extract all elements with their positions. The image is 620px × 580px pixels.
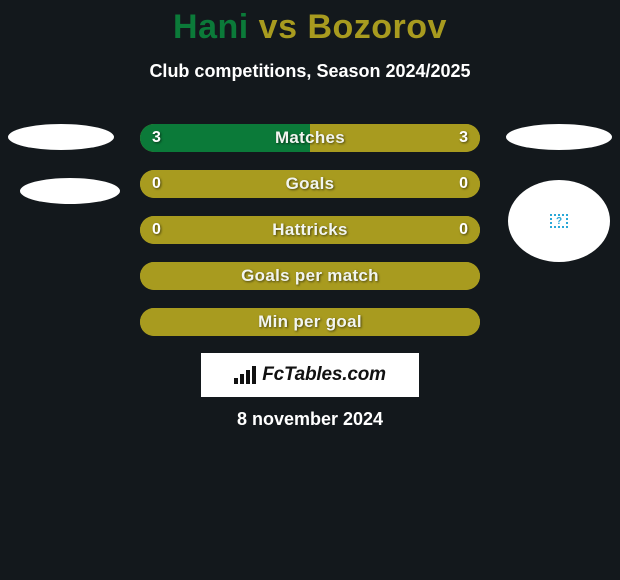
brand-text: FcTables.com xyxy=(262,364,386,386)
stat-row: Goals0 0 xyxy=(140,170,480,198)
brand-badge: FcTables.com xyxy=(201,353,419,397)
stat-value-right: 0 xyxy=(447,216,480,244)
title-left: Hani xyxy=(173,8,249,46)
stat-row: Min per goal xyxy=(140,308,480,336)
stat-label: Hattricks xyxy=(140,216,480,244)
player-left-avatar-bottom xyxy=(20,178,120,204)
stat-row: Matches3 3 xyxy=(140,124,480,152)
stat-value-left: 3 xyxy=(140,124,173,152)
title-right: Bozorov xyxy=(307,8,447,46)
comparison-card: Hani vs Bozorov Club competitions, Seaso… xyxy=(0,0,620,580)
player-left-avatar-top xyxy=(8,124,114,150)
title-vs: vs xyxy=(259,8,298,46)
date-text: 8 november 2024 xyxy=(0,409,620,430)
player-right-avatar-top xyxy=(506,124,612,150)
stat-value-left: 0 xyxy=(140,216,173,244)
stats-bars: Matches33Goals00Hattricks00Goals per mat… xyxy=(140,124,480,354)
stat-row: Hattricks0 0 xyxy=(140,216,480,244)
flag-icon: ? xyxy=(550,214,568,228)
page-title: Hani vs Bozorov xyxy=(0,0,620,47)
stat-label: Matches xyxy=(140,124,480,152)
subtitle: Club competitions, Season 2024/2025 xyxy=(0,61,620,82)
stat-label: Min per goal xyxy=(140,308,480,336)
stat-value-right: 3 xyxy=(447,124,480,152)
stat-value-right: 0 xyxy=(447,170,480,198)
player-right-avatar-bottom: ? xyxy=(508,180,610,262)
stat-label: Goals xyxy=(140,170,480,198)
stat-value-left: 0 xyxy=(140,170,173,198)
stat-row: Goals per match xyxy=(140,262,480,290)
stat-label: Goals per match xyxy=(140,262,480,290)
bar-chart-icon xyxy=(234,366,256,384)
